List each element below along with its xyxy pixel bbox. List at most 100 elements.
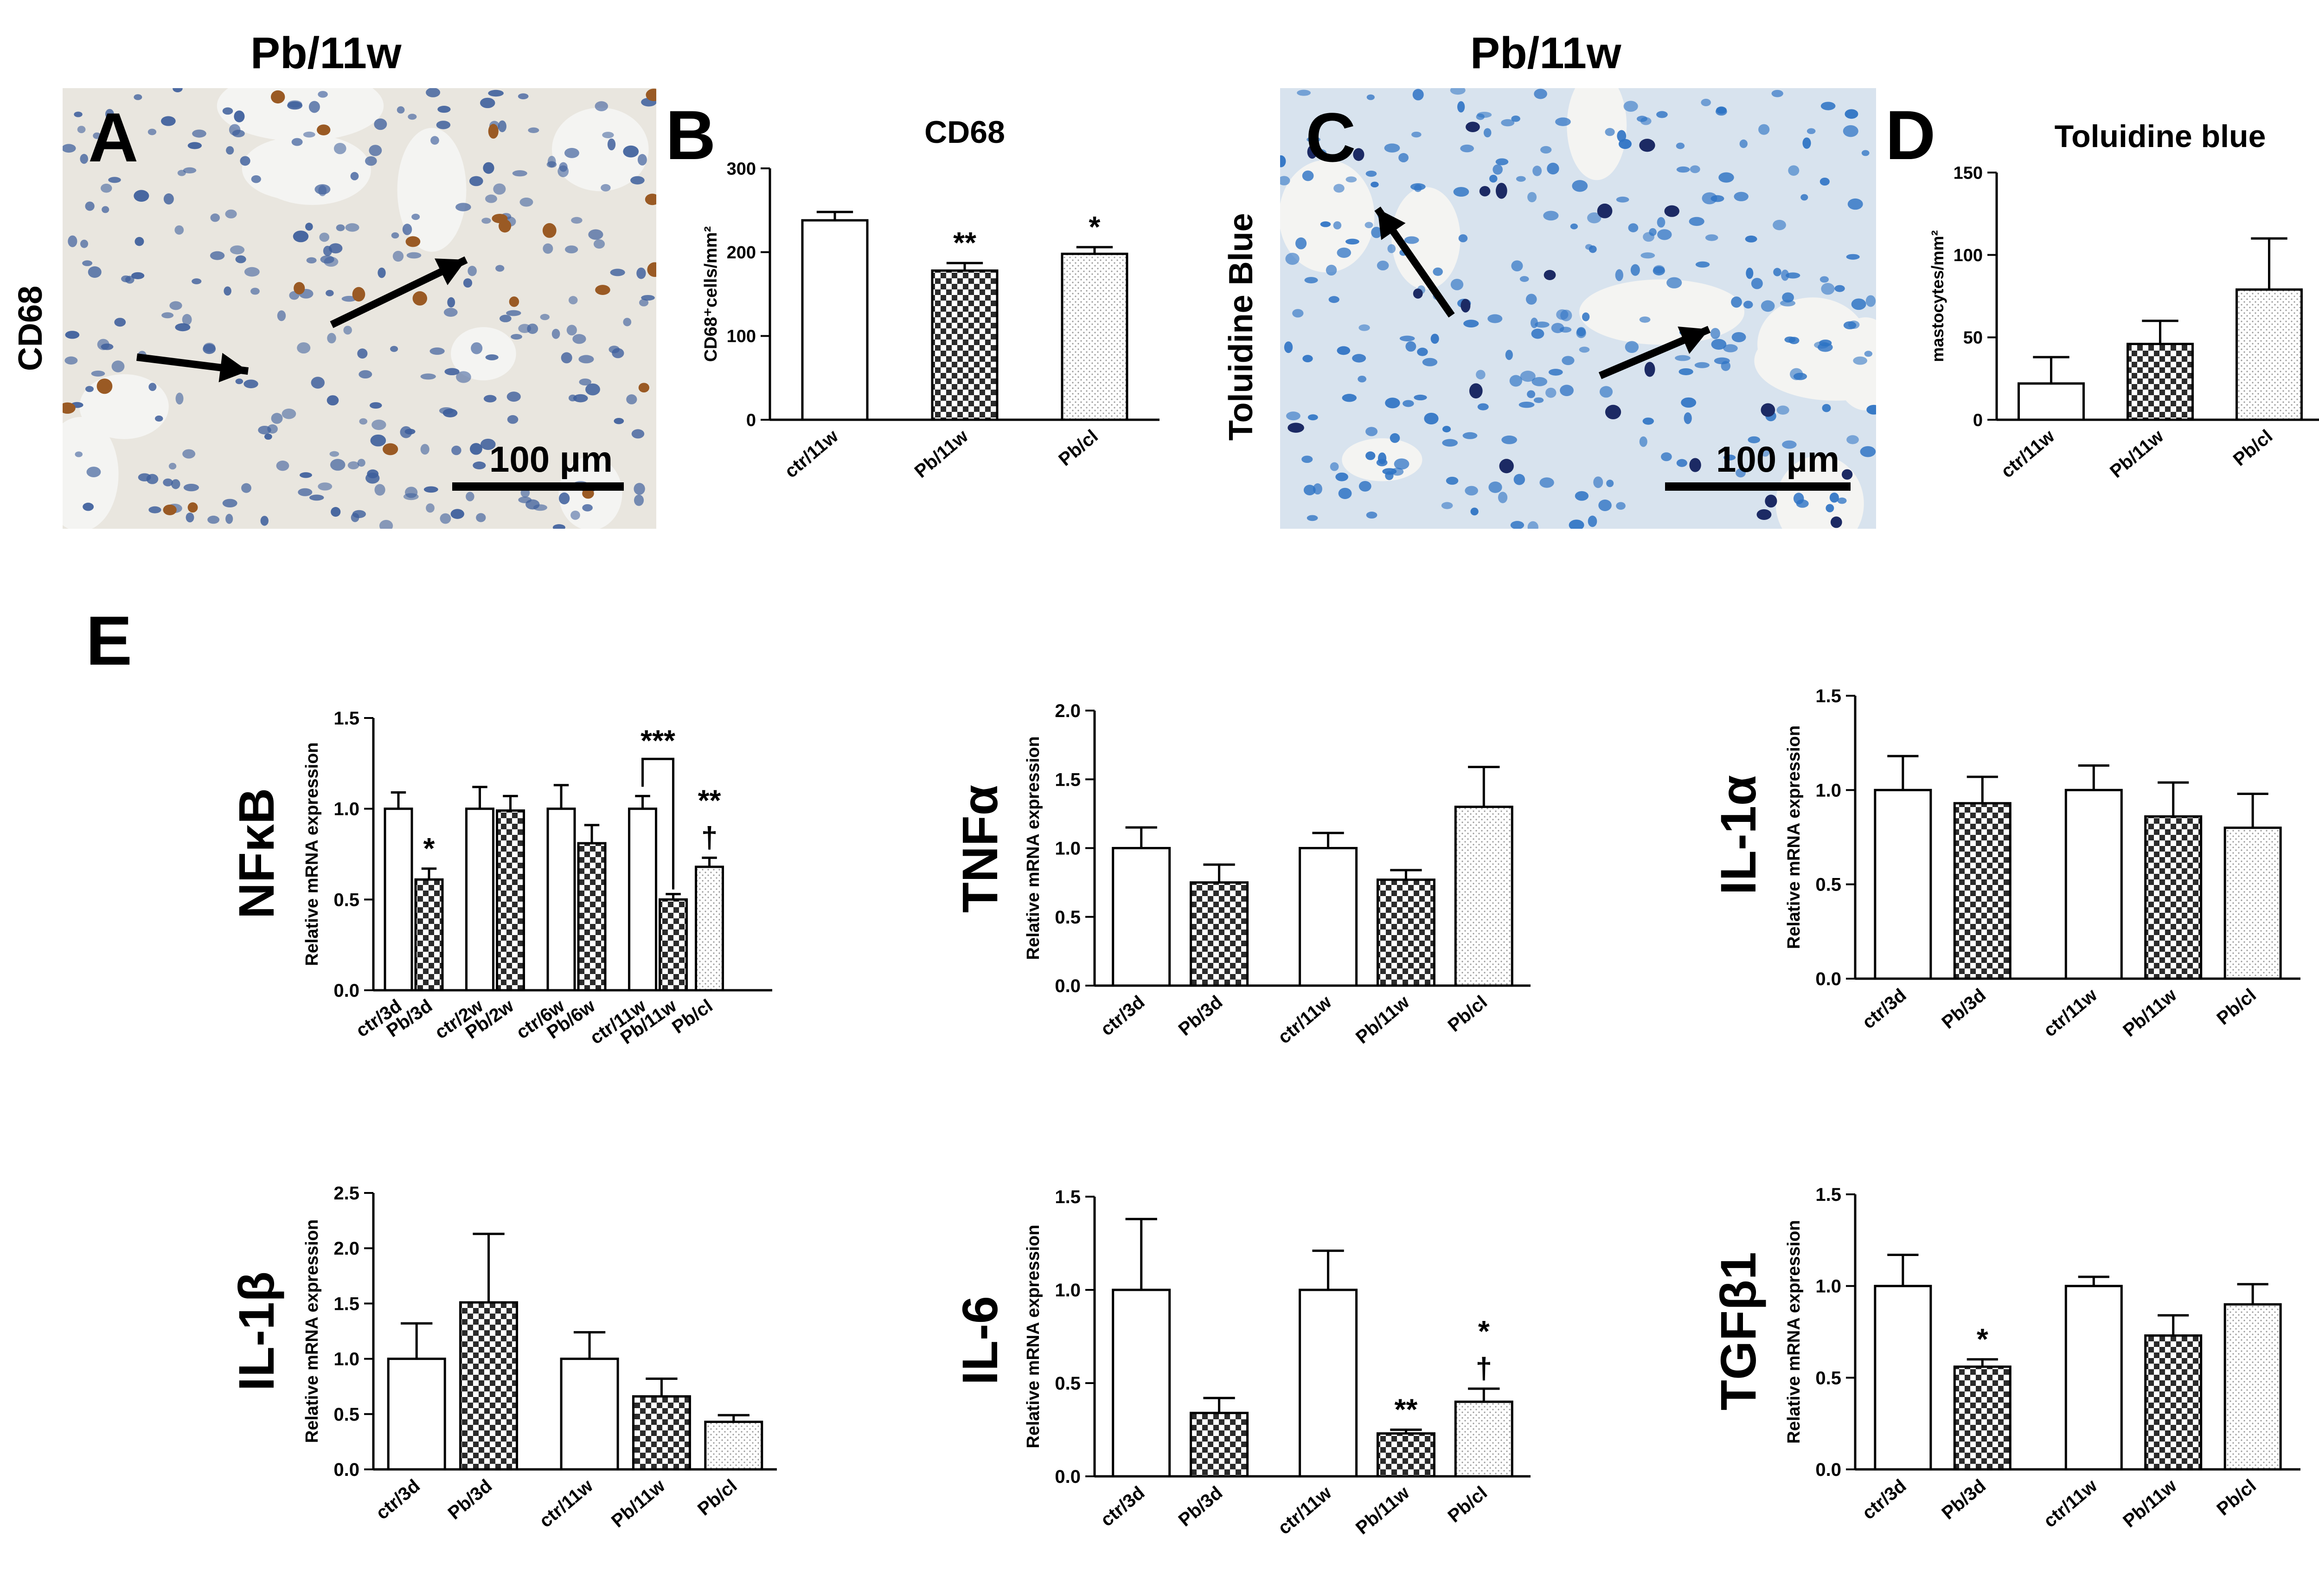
y-tick-label: 0.0: [1055, 1467, 1081, 1487]
micro-c-nucleus: [1814, 341, 1829, 349]
micro-a-nucleus: [121, 275, 131, 282]
micro-c-nucleus: [1376, 459, 1388, 467]
bar-Pb/11w: [2144, 815, 2203, 980]
micro-c-nucleus: [1320, 221, 1331, 227]
micro-c-nucleus: [1623, 101, 1638, 112]
micro-c-nucleus: [1675, 355, 1691, 361]
y-tick-label: 0.0: [1815, 969, 1841, 989]
micro-a-nucleus: [634, 483, 645, 495]
micro-c-nucleus: [1793, 493, 1804, 505]
micro-a-nucleus: [365, 156, 377, 166]
micro-a-nucleus: [173, 88, 183, 93]
micro-c-nucleus: [1489, 174, 1498, 183]
micro-c-nucleus: [1676, 142, 1685, 149]
micro-c-nucleus: [1476, 113, 1485, 120]
micro-c-nucleus: [1843, 125, 1858, 137]
micro-a-nucleus: [288, 100, 302, 108]
x-tick-label: Pb/11w: [2119, 985, 2181, 1041]
micro-a-nucleus: [470, 443, 482, 455]
bar-ctr/11w: [560, 1358, 619, 1471]
micro-a-nucleus: [485, 354, 499, 360]
micro-a-stained-cell: [405, 236, 421, 247]
micro-a-nucleus: [408, 114, 417, 120]
title-right: Pb/11w: [1470, 28, 1621, 78]
micro-c-nucleus: [1771, 90, 1783, 97]
x-tick-label: Pb/11w: [1352, 1482, 1414, 1538]
micro-c-nucleus: [1776, 405, 1789, 415]
micro-a-nucleus: [85, 201, 95, 211]
chart-IL6: 0.0 0.5 1.0 1.5 Relative mRNA expression IL-6…: [952, 1187, 1531, 1538]
micro-a-nucleus: [63, 144, 76, 153]
micro-c-nucleus: [1463, 320, 1479, 327]
micro-a-nucleus: [333, 142, 346, 154]
micro-a-nucleus: [85, 386, 94, 392]
micro-c-nucleus: [1820, 102, 1836, 110]
micro-c-nucleus: [1649, 228, 1657, 236]
micro-c-nucleus: [1800, 194, 1808, 201]
micro-c-nucleus: [1864, 351, 1873, 357]
micro-c-nucleus: [1520, 371, 1536, 382]
micro-a-stained-cell: [488, 124, 499, 139]
micro-c-nucleus: [1630, 264, 1640, 276]
micro-c-nucleus: [1387, 244, 1396, 253]
y-tick-label: 0.5: [333, 1404, 359, 1425]
micro-c-nucleus: [1846, 254, 1860, 260]
micro-c-nucleus: [1606, 480, 1614, 487]
micro-a-nucleus: [451, 445, 461, 455]
x-tick-label: ctr/3d: [1097, 1482, 1149, 1531]
micro-c-nucleus: [1304, 277, 1318, 283]
micro-a-nucleus: [343, 326, 352, 335]
micro-a-nucleus: [336, 224, 345, 231]
micro-a-nucleus: [134, 190, 149, 202]
micro-c-nucleus: [1690, 165, 1700, 173]
micro-c-nucleus: [1352, 354, 1366, 363]
y-tick-label: 150: [1954, 163, 1983, 183]
micro-c-airspace: [1833, 317, 1876, 410]
micro-a-nucleus: [80, 239, 89, 248]
micro-c-nucleus: [1560, 309, 1572, 321]
micro-c-nucleus: [1616, 502, 1626, 510]
x-tick-label: Pb/11w: [2106, 426, 2168, 482]
micro-c-nucleus: [1847, 198, 1863, 210]
micro-a-nucleus: [243, 379, 258, 389]
micro-c-nucleus: [1487, 314, 1503, 323]
micro-c-nucleus: [1837, 497, 1847, 504]
micro-c-stained-cell: [1597, 203, 1613, 218]
micro-a-nucleus: [161, 312, 174, 319]
micro-a-nucleus: [91, 371, 105, 377]
micro-c-nucleus: [1723, 455, 1736, 461]
micro-a-nucleus: [93, 132, 101, 139]
micro-c-nucleus: [1782, 292, 1794, 303]
micro-c-nucleus: [1513, 474, 1525, 485]
x-tick-label: Pb/cl: [2213, 1475, 2260, 1519]
micro-c-nucleus: [1335, 472, 1348, 481]
micro-a-nucleus: [232, 129, 245, 138]
micro-a-nucleus: [203, 342, 216, 353]
micro-c-nucleus: [1531, 328, 1544, 339]
bar-Pb/cl: [2223, 1303, 2282, 1471]
micro-a-nucleus: [634, 494, 644, 506]
significance-mark: **: [698, 783, 721, 817]
bar-Pb/cl: [1454, 1400, 1513, 1478]
micro-a-nucleus: [552, 524, 565, 529]
micro-c-nucleus: [1307, 515, 1318, 521]
panel-letter-e: E: [86, 602, 133, 679]
micro-c-nucleus: [1470, 507, 1479, 516]
micro-c-nucleus: [1384, 143, 1400, 153]
micro-a-nucleus: [568, 394, 577, 402]
micro-c-nucleus: [1328, 296, 1339, 303]
y-tick-label: 1.0: [1055, 1280, 1081, 1301]
bar-ctr/3d: [1874, 788, 1932, 980]
y-tick-label: 0.0: [1055, 976, 1081, 996]
micro-c-nucleus: [1285, 252, 1300, 265]
bar-ctr/3d: [1112, 847, 1171, 987]
bar-ctr/3d: [1874, 1285, 1932, 1471]
micro-c-nucleus: [1548, 369, 1563, 376]
micro-a-nucleus: [241, 483, 251, 493]
micro-a-stained-cell: [595, 285, 610, 295]
x-tick-label: ctr/11w: [781, 426, 843, 482]
bar-Pb/3d: [1190, 881, 1249, 987]
micro-a-nucleus: [183, 167, 197, 173]
y-tick-label: 0.5: [1055, 907, 1081, 928]
micro-a-stained-cell: [582, 488, 594, 499]
